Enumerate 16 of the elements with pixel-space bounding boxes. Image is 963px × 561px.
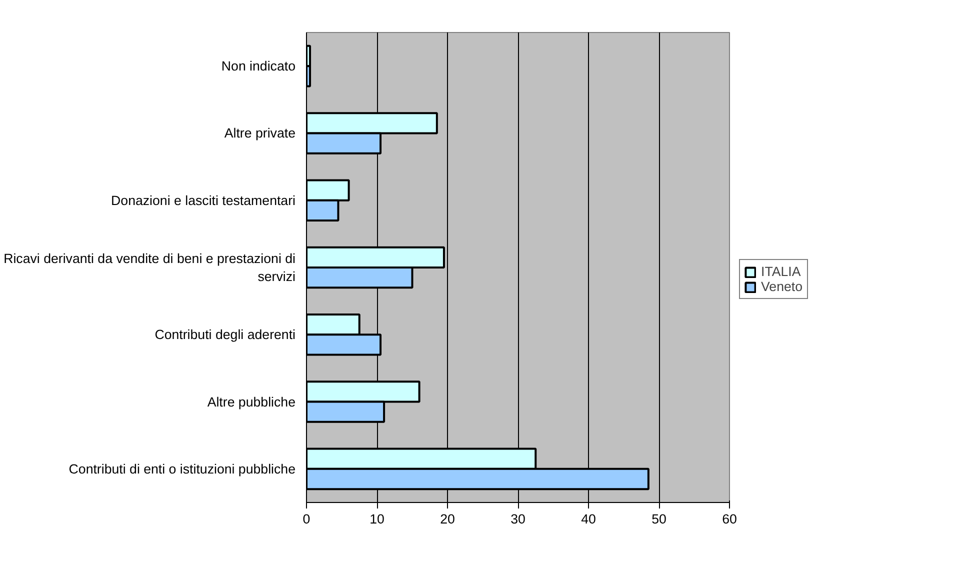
y-tick-label: Ricavi derivanti da vendite di beni e prestazioni di servizi: [4, 251, 296, 284]
legend-label: ITALIA: [761, 264, 801, 279]
y-tick-label: Non indicato: [221, 58, 296, 74]
x-tick-label: 10: [370, 512, 384, 526]
x-tick-label: 30: [510, 512, 526, 526]
x-tick-label: 40: [581, 512, 596, 526]
x-tick-label: 0: [302, 512, 310, 526]
x-tick-label: 50: [652, 512, 666, 526]
y-tick-label: Altre pubbliche: [207, 394, 296, 410]
y-tick-label: Altre private: [224, 126, 296, 141]
x-tick-label: 60: [722, 512, 737, 526]
x-tick-label: 20: [440, 512, 455, 526]
legend-label: Veneto: [761, 279, 803, 294]
y-tick-label: Donazioni e lasciti testamentari: [111, 192, 296, 208]
y-tick-label: Contributi di enti o istituzioni pubbliche: [68, 461, 296, 476]
y-tick-label: Contributi degli aderenti: [154, 327, 296, 342]
